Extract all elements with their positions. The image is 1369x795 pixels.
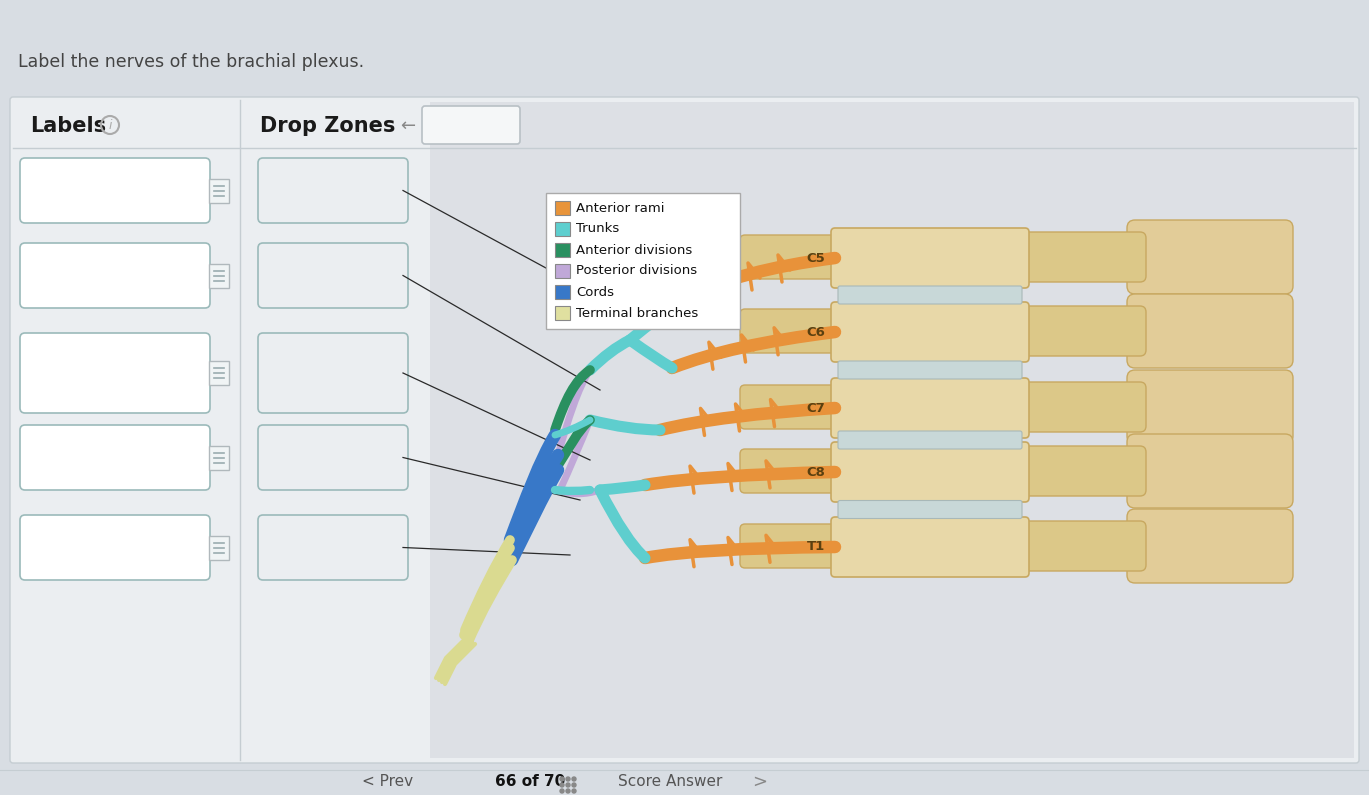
- FancyBboxPatch shape: [554, 201, 570, 215]
- FancyBboxPatch shape: [838, 431, 1023, 449]
- Text: Cords: Cords: [576, 285, 615, 298]
- FancyBboxPatch shape: [554, 222, 570, 236]
- FancyBboxPatch shape: [1127, 220, 1292, 294]
- Text: T1: T1: [806, 541, 826, 553]
- FancyBboxPatch shape: [21, 425, 209, 490]
- Circle shape: [572, 789, 576, 793]
- FancyBboxPatch shape: [257, 158, 408, 223]
- Circle shape: [565, 783, 570, 787]
- Text: Labels: Labels: [30, 116, 107, 136]
- FancyBboxPatch shape: [831, 517, 1029, 577]
- Text: >: >: [753, 773, 768, 791]
- FancyBboxPatch shape: [838, 501, 1023, 518]
- Text: i: i: [108, 119, 112, 132]
- FancyBboxPatch shape: [1127, 509, 1292, 583]
- FancyBboxPatch shape: [209, 445, 229, 470]
- FancyBboxPatch shape: [831, 302, 1029, 362]
- Text: Trunks: Trunks: [576, 223, 619, 235]
- Text: Reset All: Reset All: [441, 118, 501, 132]
- Text: C7: C7: [806, 401, 826, 414]
- Text: Anterior divisions: Anterior divisions: [576, 243, 693, 257]
- Text: Radial n.: Radial n.: [84, 540, 146, 555]
- FancyBboxPatch shape: [1014, 446, 1146, 496]
- Text: C5: C5: [806, 251, 826, 265]
- Circle shape: [560, 777, 564, 781]
- FancyBboxPatch shape: [209, 263, 229, 288]
- Circle shape: [565, 777, 570, 781]
- FancyBboxPatch shape: [21, 515, 209, 580]
- Text: Anterior rami: Anterior rami: [576, 201, 664, 215]
- Text: 66 of 70: 66 of 70: [494, 774, 565, 789]
- FancyBboxPatch shape: [1014, 306, 1146, 356]
- Circle shape: [572, 783, 576, 787]
- FancyBboxPatch shape: [209, 361, 229, 385]
- FancyBboxPatch shape: [1014, 232, 1146, 282]
- Text: Axillary n.: Axillary n.: [78, 183, 152, 198]
- Text: C6: C6: [806, 325, 826, 339]
- FancyBboxPatch shape: [430, 102, 1354, 758]
- FancyBboxPatch shape: [546, 193, 741, 329]
- FancyBboxPatch shape: [10, 97, 1359, 763]
- FancyBboxPatch shape: [21, 333, 209, 413]
- FancyBboxPatch shape: [21, 243, 209, 308]
- Text: Label the nerves of the brachial plexus.: Label the nerves of the brachial plexus.: [18, 53, 364, 71]
- Circle shape: [560, 789, 564, 793]
- Text: C8: C8: [806, 466, 826, 479]
- FancyBboxPatch shape: [554, 285, 570, 299]
- FancyBboxPatch shape: [838, 361, 1023, 379]
- FancyBboxPatch shape: [741, 524, 845, 568]
- Circle shape: [560, 783, 564, 787]
- Text: ←: ←: [400, 117, 415, 135]
- Text: Drop Zones: Drop Zones: [260, 116, 396, 136]
- FancyBboxPatch shape: [257, 425, 408, 490]
- FancyBboxPatch shape: [1014, 521, 1146, 571]
- FancyBboxPatch shape: [1014, 382, 1146, 432]
- FancyBboxPatch shape: [1127, 434, 1292, 508]
- FancyBboxPatch shape: [257, 333, 408, 413]
- Text: Posterior divisions: Posterior divisions: [576, 265, 697, 277]
- FancyBboxPatch shape: [831, 378, 1029, 438]
- FancyBboxPatch shape: [741, 309, 845, 353]
- FancyBboxPatch shape: [554, 243, 570, 257]
- FancyBboxPatch shape: [741, 385, 845, 429]
- FancyBboxPatch shape: [741, 449, 845, 493]
- FancyBboxPatch shape: [422, 106, 520, 144]
- Circle shape: [572, 777, 576, 781]
- Text: Lateral pectoral n.: Lateral pectoral n.: [48, 268, 182, 283]
- Text: < Prev: < Prev: [363, 774, 413, 789]
- Text: Terminal branches: Terminal branches: [576, 307, 698, 320]
- FancyBboxPatch shape: [838, 286, 1023, 304]
- FancyBboxPatch shape: [257, 515, 408, 580]
- FancyBboxPatch shape: [831, 442, 1029, 502]
- Circle shape: [565, 789, 570, 793]
- Text: Subscapular n.: Subscapular n.: [60, 450, 170, 465]
- FancyBboxPatch shape: [209, 536, 229, 560]
- FancyBboxPatch shape: [1127, 370, 1292, 444]
- Text: Score Answer: Score Answer: [617, 774, 723, 789]
- FancyBboxPatch shape: [21, 158, 209, 223]
- Text: Musculocutaneous
n.: Musculocutaneous n.: [47, 355, 183, 390]
- FancyBboxPatch shape: [554, 306, 570, 320]
- FancyBboxPatch shape: [831, 228, 1029, 288]
- FancyBboxPatch shape: [1127, 294, 1292, 368]
- FancyBboxPatch shape: [209, 179, 229, 203]
- FancyBboxPatch shape: [741, 235, 845, 279]
- FancyBboxPatch shape: [554, 264, 570, 278]
- FancyBboxPatch shape: [257, 243, 408, 308]
